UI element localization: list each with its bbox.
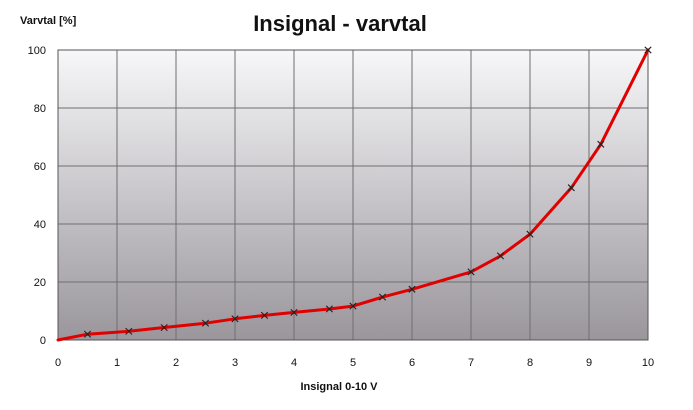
x-tick-label: 1 [114,357,120,369]
data-point-marker [231,315,239,323]
data-point-marker [378,293,387,301]
y-tick-label: 80 [34,103,46,115]
x-tick-label: 10 [642,357,654,369]
data-point-marker [567,184,575,192]
y-axis-title: Varvtal [%] [20,15,77,27]
data-point-marker [349,302,357,310]
x-tick-label: 4 [291,357,297,369]
x-tick-label: 5 [350,357,356,369]
y-tick-label: 100 [28,45,46,57]
data-markers [83,46,652,338]
data-point-marker [467,268,475,276]
y-tick-label: 40 [34,219,46,231]
x-tick-labels: 0 1 2 3 4 5 6 7 8 9 10 [55,357,654,369]
y-tick-label: 60 [34,161,46,173]
data-point-marker [160,323,168,332]
plot-frame [57,49,649,341]
y-tick-label: 20 [34,277,46,289]
x-tick-label: 7 [468,357,474,369]
data-point-marker [644,46,652,54]
data-point-marker [325,305,333,313]
data-point-marker [526,230,534,238]
x-tick-label: 0 [55,357,61,369]
x-tick-label: 8 [527,357,533,369]
data-point-marker [83,330,92,338]
data-point-marker [260,311,269,319]
data-point-marker [597,140,605,148]
y-tick-labels: 0 20 40 60 80 100 [28,45,46,347]
data-point-marker [125,327,133,335]
data-point-marker [408,285,416,293]
x-tick-label: 9 [586,357,592,369]
x-axis-title: Insignal 0-10 V [300,381,378,393]
x-tick-label: 6 [409,357,415,369]
y-tick-label: 0 [40,335,46,347]
series-line [56,48,650,342]
data-point-marker [496,252,505,260]
chart-title: Insignal - varvtal [253,11,427,36]
data-point-marker [201,319,210,327]
x-tick-label: 2 [173,357,179,369]
data-point-marker [290,308,298,317]
x-tick-label: 3 [232,357,238,369]
